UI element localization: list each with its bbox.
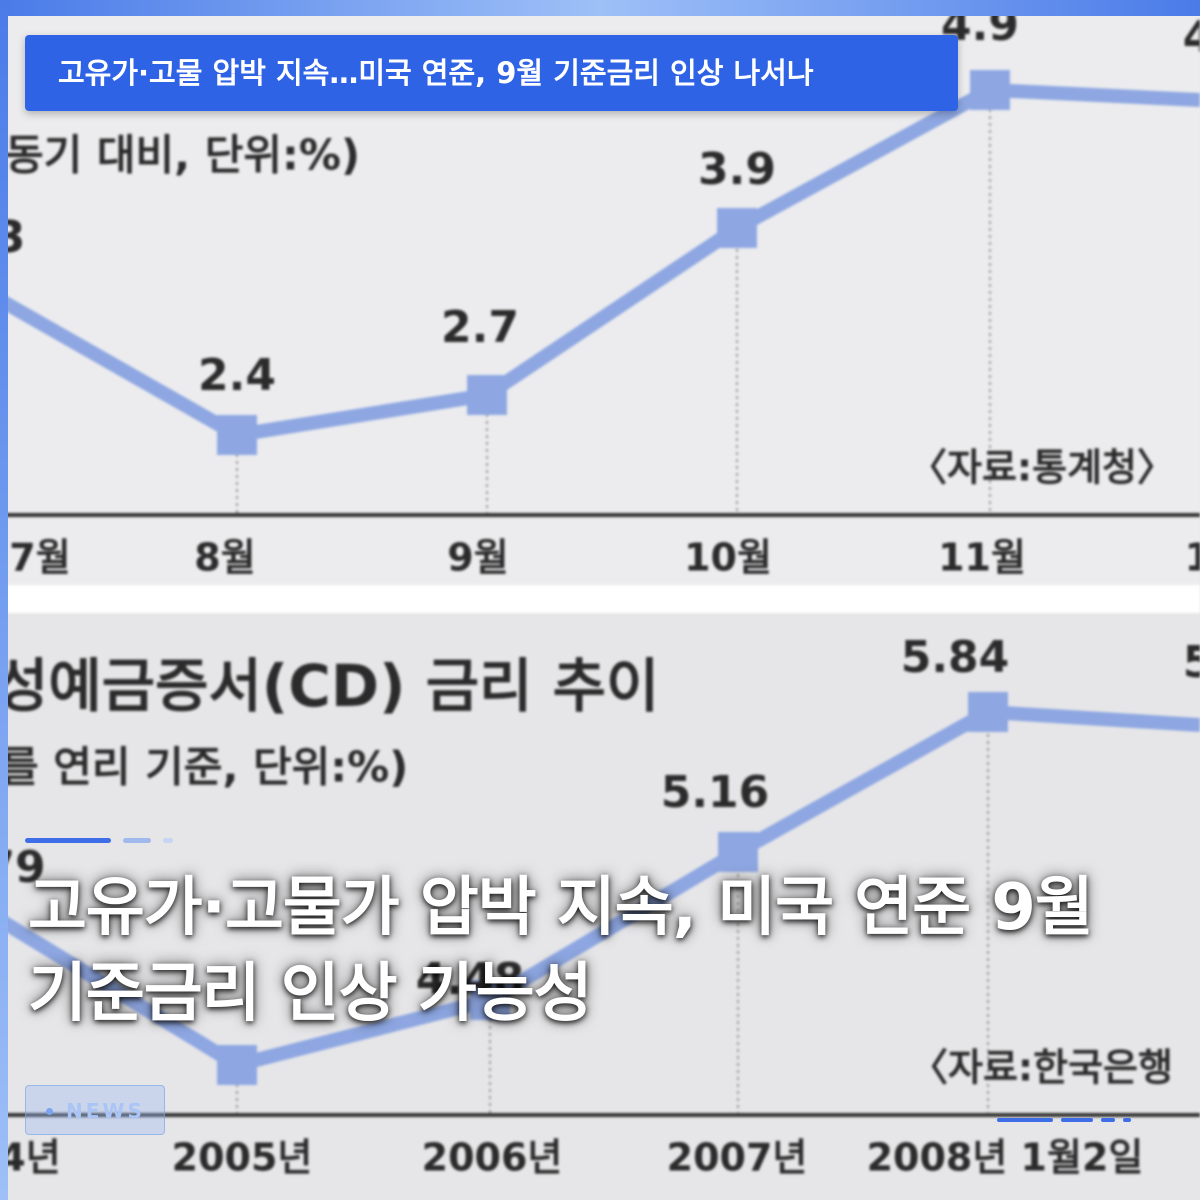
x-label: 10월 — [684, 536, 772, 580]
x-label: 2006년 — [422, 1136, 563, 1180]
x-label: 8월 — [194, 536, 255, 580]
value-label: 5.16 — [661, 767, 770, 818]
headline: 고유가·고물가 압박 지속, 미국 연준 9월 기준금리 인상 가능성 — [28, 871, 1094, 1031]
left-edge — [0, 0, 8, 1200]
badge: NEWS — [25, 1085, 165, 1135]
value-label: 2.7 — [441, 302, 519, 353]
x-label: 2007년 — [667, 1136, 808, 1180]
chart-subtitle: 를 연리 기준, 단위:%) — [0, 743, 408, 792]
value-label: 2.4 — [198, 350, 276, 401]
banner-title: 고유가·고물 압박 지속…미국 연준, 9월 기준금리 인상 나서나 — [25, 35, 958, 111]
markers — [217, 70, 1010, 1085]
chart-subtitle: 동기 대비, 단위:%) — [5, 131, 360, 180]
value-label: 4.48 — [416, 954, 525, 1005]
x-label: 2005년 — [172, 1136, 313, 1180]
x-label: 2008년 1월2일 — [867, 1136, 1144, 1180]
value-label: 3.9 — [698, 144, 776, 195]
line — [0, 704, 1200, 1073]
guides — [236, 95, 991, 1115]
x-label: 7월 — [9, 536, 70, 580]
value-label: 5 — [1183, 637, 1200, 688]
value-label: 4 — [1183, 12, 1200, 63]
value-label: 5.84 — [901, 632, 1010, 683]
x-label: 4년 — [0, 1136, 61, 1180]
top-edge — [0, 0, 1200, 16]
x-label: 1 — [1185, 536, 1200, 580]
chart-source: 〈자료:한국은행 — [910, 1046, 1173, 1090]
chart-title: 성예금증서(CD) 금리 추이 — [0, 652, 659, 720]
line — [0, 82, 1200, 443]
x-label: 11월 — [938, 536, 1026, 580]
chart-source: 〈자료:통계청〉 — [909, 446, 1175, 490]
x-label: 9월 — [447, 536, 508, 580]
separator — [0, 585, 1200, 613]
pager — [25, 828, 185, 847]
indicator — [997, 1107, 1139, 1126]
